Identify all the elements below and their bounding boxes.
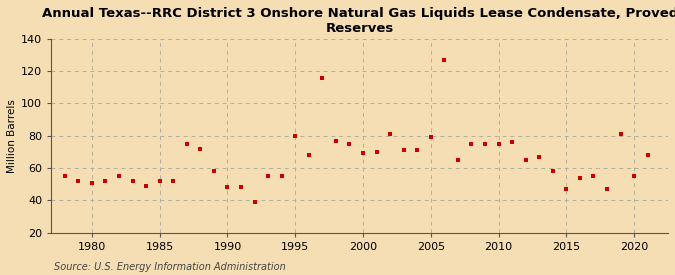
Point xyxy=(331,138,342,143)
Point xyxy=(155,179,165,183)
Point xyxy=(344,142,355,146)
Point xyxy=(141,183,152,188)
Point xyxy=(480,142,491,146)
Point xyxy=(534,155,545,159)
Point xyxy=(113,174,124,178)
Point xyxy=(520,158,531,162)
Point xyxy=(168,179,179,183)
Point xyxy=(385,132,396,136)
Point xyxy=(236,185,246,189)
Point xyxy=(561,187,572,191)
Point xyxy=(290,133,300,138)
Point xyxy=(127,179,138,183)
Point xyxy=(588,174,599,178)
Point xyxy=(249,200,260,204)
Point xyxy=(358,151,369,156)
Point xyxy=(493,142,504,146)
Point xyxy=(100,179,111,183)
Point xyxy=(439,58,450,62)
Point xyxy=(317,75,328,80)
Point xyxy=(371,150,382,154)
Point xyxy=(195,146,206,151)
Point xyxy=(452,158,463,162)
Point xyxy=(601,187,612,191)
Text: Source: U.S. Energy Information Administration: Source: U.S. Energy Information Administ… xyxy=(54,262,286,272)
Point xyxy=(398,148,409,152)
Point xyxy=(276,174,287,178)
Point xyxy=(574,175,585,180)
Point xyxy=(547,169,558,174)
Y-axis label: Million Barrels: Million Barrels xyxy=(7,99,17,173)
Point xyxy=(73,179,84,183)
Point xyxy=(263,174,273,178)
Point xyxy=(209,169,219,174)
Point xyxy=(304,153,315,157)
Point xyxy=(466,142,477,146)
Point xyxy=(412,148,423,152)
Point xyxy=(86,180,97,185)
Point xyxy=(643,153,653,157)
Title: Annual Texas--RRC District 3 Onshore Natural Gas Liquids Lease Condensate, Prove: Annual Texas--RRC District 3 Onshore Nat… xyxy=(42,7,675,35)
Point xyxy=(59,174,70,178)
Point xyxy=(182,142,192,146)
Point xyxy=(629,174,640,178)
Point xyxy=(425,135,436,139)
Point xyxy=(222,185,233,189)
Point xyxy=(507,140,518,144)
Point xyxy=(615,132,626,136)
